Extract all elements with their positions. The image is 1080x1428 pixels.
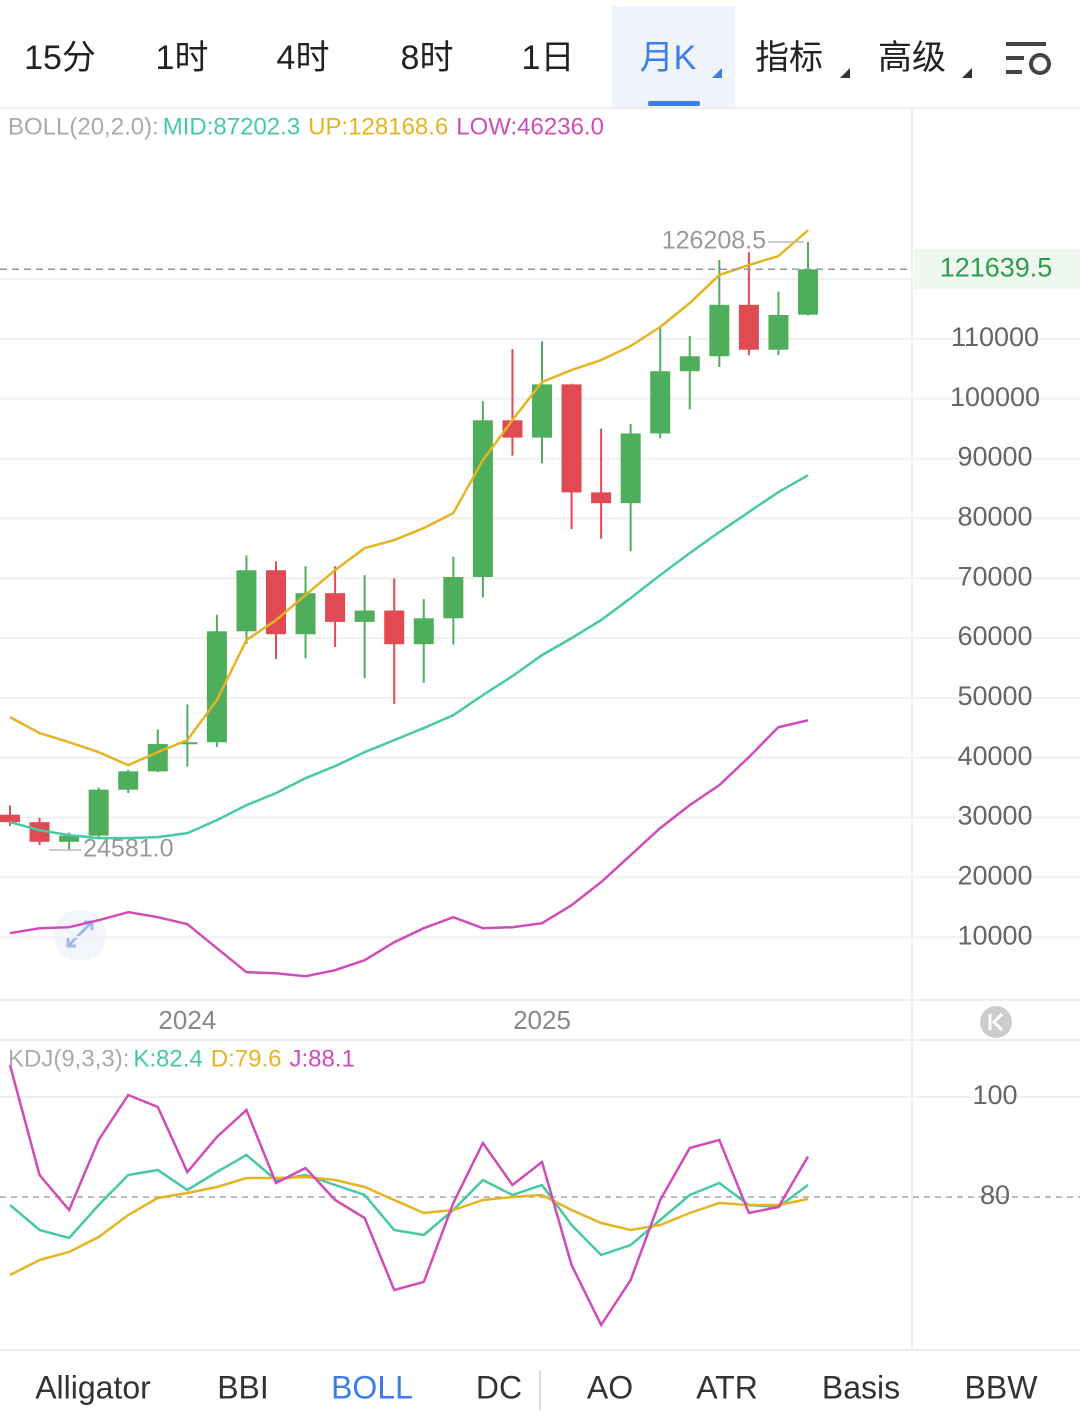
indicator-tab[interactable]: DC bbox=[476, 1369, 522, 1405]
x-tick-label: 2024 bbox=[158, 1005, 216, 1035]
time-tab[interactable]: 月K bbox=[640, 39, 697, 77]
time-tab[interactable]: 1时 bbox=[156, 39, 209, 77]
tab-arrow bbox=[712, 68, 722, 78]
candle-body bbox=[88, 789, 109, 836]
last-price-box bbox=[914, 249, 1080, 290]
y-tick-label: 20000 bbox=[957, 860, 1032, 890]
indicator-tab[interactable]: BBW bbox=[965, 1369, 1039, 1405]
candle-body bbox=[177, 742, 198, 745]
y-tick-label: 40000 bbox=[957, 741, 1032, 771]
indicator-line bbox=[8, 1064, 810, 1328]
indicator-line bbox=[9, 1175, 809, 1277]
settings-icon[interactable] bbox=[1006, 42, 1051, 75]
x-tick-label: 2025 bbox=[513, 1005, 571, 1035]
indicator-tab[interactable]: Alligator bbox=[35, 1369, 151, 1405]
indicator-line bbox=[9, 474, 809, 840]
candle-body bbox=[768, 314, 789, 350]
indicator-line bbox=[9, 229, 809, 767]
tab-arrow bbox=[840, 68, 850, 78]
legend-entry: D:79.6 bbox=[211, 1045, 282, 1072]
indicator-tab[interactable]: BBI bbox=[217, 1369, 269, 1405]
last-price-label: 121639.5 bbox=[940, 252, 1053, 282]
candle-body bbox=[709, 304, 730, 357]
candle-body bbox=[384, 610, 405, 645]
indicator-tab[interactable]: ATR bbox=[696, 1369, 758, 1405]
candle-body bbox=[325, 593, 346, 622]
y-tick-label: 10000 bbox=[957, 920, 1032, 950]
legend-title: KDJ(9,3,3): bbox=[8, 1045, 129, 1072]
legend-entry: LOW:46236.0 bbox=[456, 113, 604, 140]
active-tab-bg bbox=[612, 6, 735, 108]
legend-title: BOLL(20,2.0): bbox=[8, 113, 159, 140]
candle-body bbox=[413, 618, 434, 645]
time-tab[interactable]: 指标 bbox=[755, 39, 823, 77]
y-tick-label: 50000 bbox=[957, 681, 1032, 711]
y-tick-label: 70000 bbox=[957, 561, 1032, 591]
legend-entry: J:88.1 bbox=[289, 1045, 354, 1072]
candle-body bbox=[798, 269, 818, 315]
y-tick-label: 110000 bbox=[951, 322, 1039, 352]
legend-entry: MID:87202.3 bbox=[163, 113, 300, 140]
candle-body bbox=[561, 384, 582, 493]
candle-body bbox=[354, 610, 375, 622]
candle-body bbox=[29, 822, 50, 842]
y-tick-label: 100000 bbox=[950, 382, 1040, 412]
candle-body bbox=[266, 570, 286, 635]
reset-icon-glyph bbox=[988, 1012, 1004, 1032]
candle-body bbox=[532, 384, 552, 438]
legend-entry: UP:128168.6 bbox=[308, 113, 448, 140]
indicator-tab[interactable]: BOLL bbox=[331, 1369, 413, 1405]
active-tab-underline bbox=[648, 101, 700, 106]
y-tick-label: 80000 bbox=[957, 502, 1032, 532]
y-tick-label: 30000 bbox=[957, 801, 1032, 831]
candle-body bbox=[59, 835, 80, 842]
indicator-line bbox=[9, 719, 809, 978]
candle-body bbox=[620, 433, 641, 504]
candle-body bbox=[118, 771, 139, 790]
time-tab[interactable]: 1日 bbox=[522, 39, 575, 77]
indicator-tab[interactable]: Basis bbox=[822, 1369, 900, 1405]
time-tab[interactable]: 8时 bbox=[401, 39, 454, 77]
candle-body bbox=[502, 420, 523, 438]
indicator-line bbox=[9, 1153, 809, 1257]
candle-body bbox=[295, 593, 316, 635]
candle-body bbox=[443, 577, 464, 619]
candle-body bbox=[206, 631, 227, 743]
min-label: 24581.0 bbox=[83, 835, 173, 863]
time-tab[interactable]: 4时 bbox=[277, 39, 330, 77]
tab-arrow bbox=[962, 68, 972, 78]
time-tab[interactable]: 高级 bbox=[878, 39, 946, 77]
candle-body bbox=[738, 304, 759, 350]
y-tick-label: 100 bbox=[972, 1080, 1017, 1110]
y-tick-label: 60000 bbox=[957, 621, 1032, 651]
candle-body bbox=[650, 371, 671, 434]
candle-body bbox=[679, 356, 700, 372]
time-tab[interactable]: 15分 bbox=[24, 39, 96, 77]
max-label: 126208.5 bbox=[662, 227, 766, 255]
candle-body bbox=[472, 420, 493, 578]
indicator-tab[interactable]: AO bbox=[587, 1369, 633, 1405]
legend-entry: K:82.4 bbox=[133, 1045, 202, 1072]
y-tick-label: 80 bbox=[980, 1180, 1010, 1210]
y-tick-label: 90000 bbox=[957, 442, 1032, 472]
candle-body bbox=[591, 492, 612, 504]
candle-body bbox=[0, 814, 20, 823]
candle-body bbox=[236, 570, 257, 632]
